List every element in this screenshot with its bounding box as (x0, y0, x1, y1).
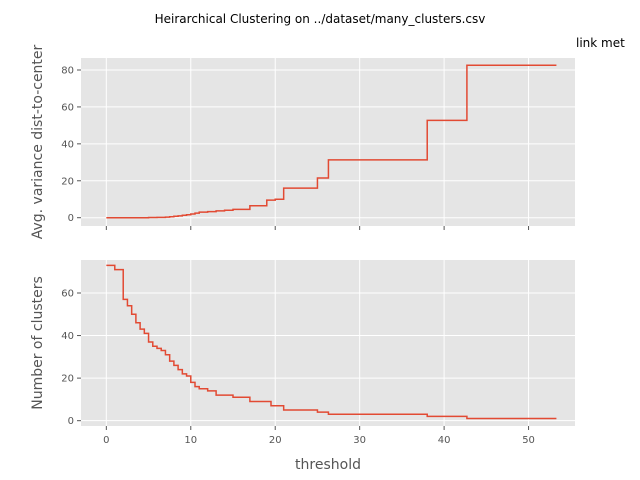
x-axis-label: threshold (295, 457, 361, 473)
clusters-panel: 0 10 20 30 40 50 0 20 40 60 Number of clusters thre… (30, 260, 575, 473)
x-tick-label: 50 (522, 435, 535, 446)
figure-title: Heirarchical Clustering on ../dataset/ma… (155, 12, 486, 26)
x-tick-label: 40 (438, 435, 451, 446)
variance-panel: 0 20 40 60 80 Avg. variance dist-to-center (30, 44, 575, 239)
y-tick-label: 40 (61, 139, 74, 150)
y-tick-label: 20 (61, 176, 74, 187)
x-tick-label: 0 (103, 435, 109, 446)
plot-area (81, 260, 575, 426)
y-tick-label: 60 (61, 102, 74, 113)
series-line (106, 264, 557, 420)
x-tick-label: 10 (184, 435, 197, 446)
y-tick-label: 0 (68, 416, 74, 427)
y-axis-label: Avg. variance dist-to-center (30, 44, 46, 239)
y-tick-label: 40 (61, 331, 74, 342)
y-tick-label: 60 (61, 288, 74, 299)
x-tick-label: 30 (353, 435, 366, 446)
series-line (106, 64, 557, 219)
y-axis-label: Number of clusters (30, 276, 46, 410)
y-tick-label: 80 (61, 66, 74, 77)
y-tick-label: 0 (68, 213, 74, 224)
legend-title-clipped: link met (576, 36, 625, 50)
x-tick-label: 20 (269, 435, 282, 446)
y-tick-label: 20 (61, 374, 74, 385)
plot-area (81, 58, 575, 226)
